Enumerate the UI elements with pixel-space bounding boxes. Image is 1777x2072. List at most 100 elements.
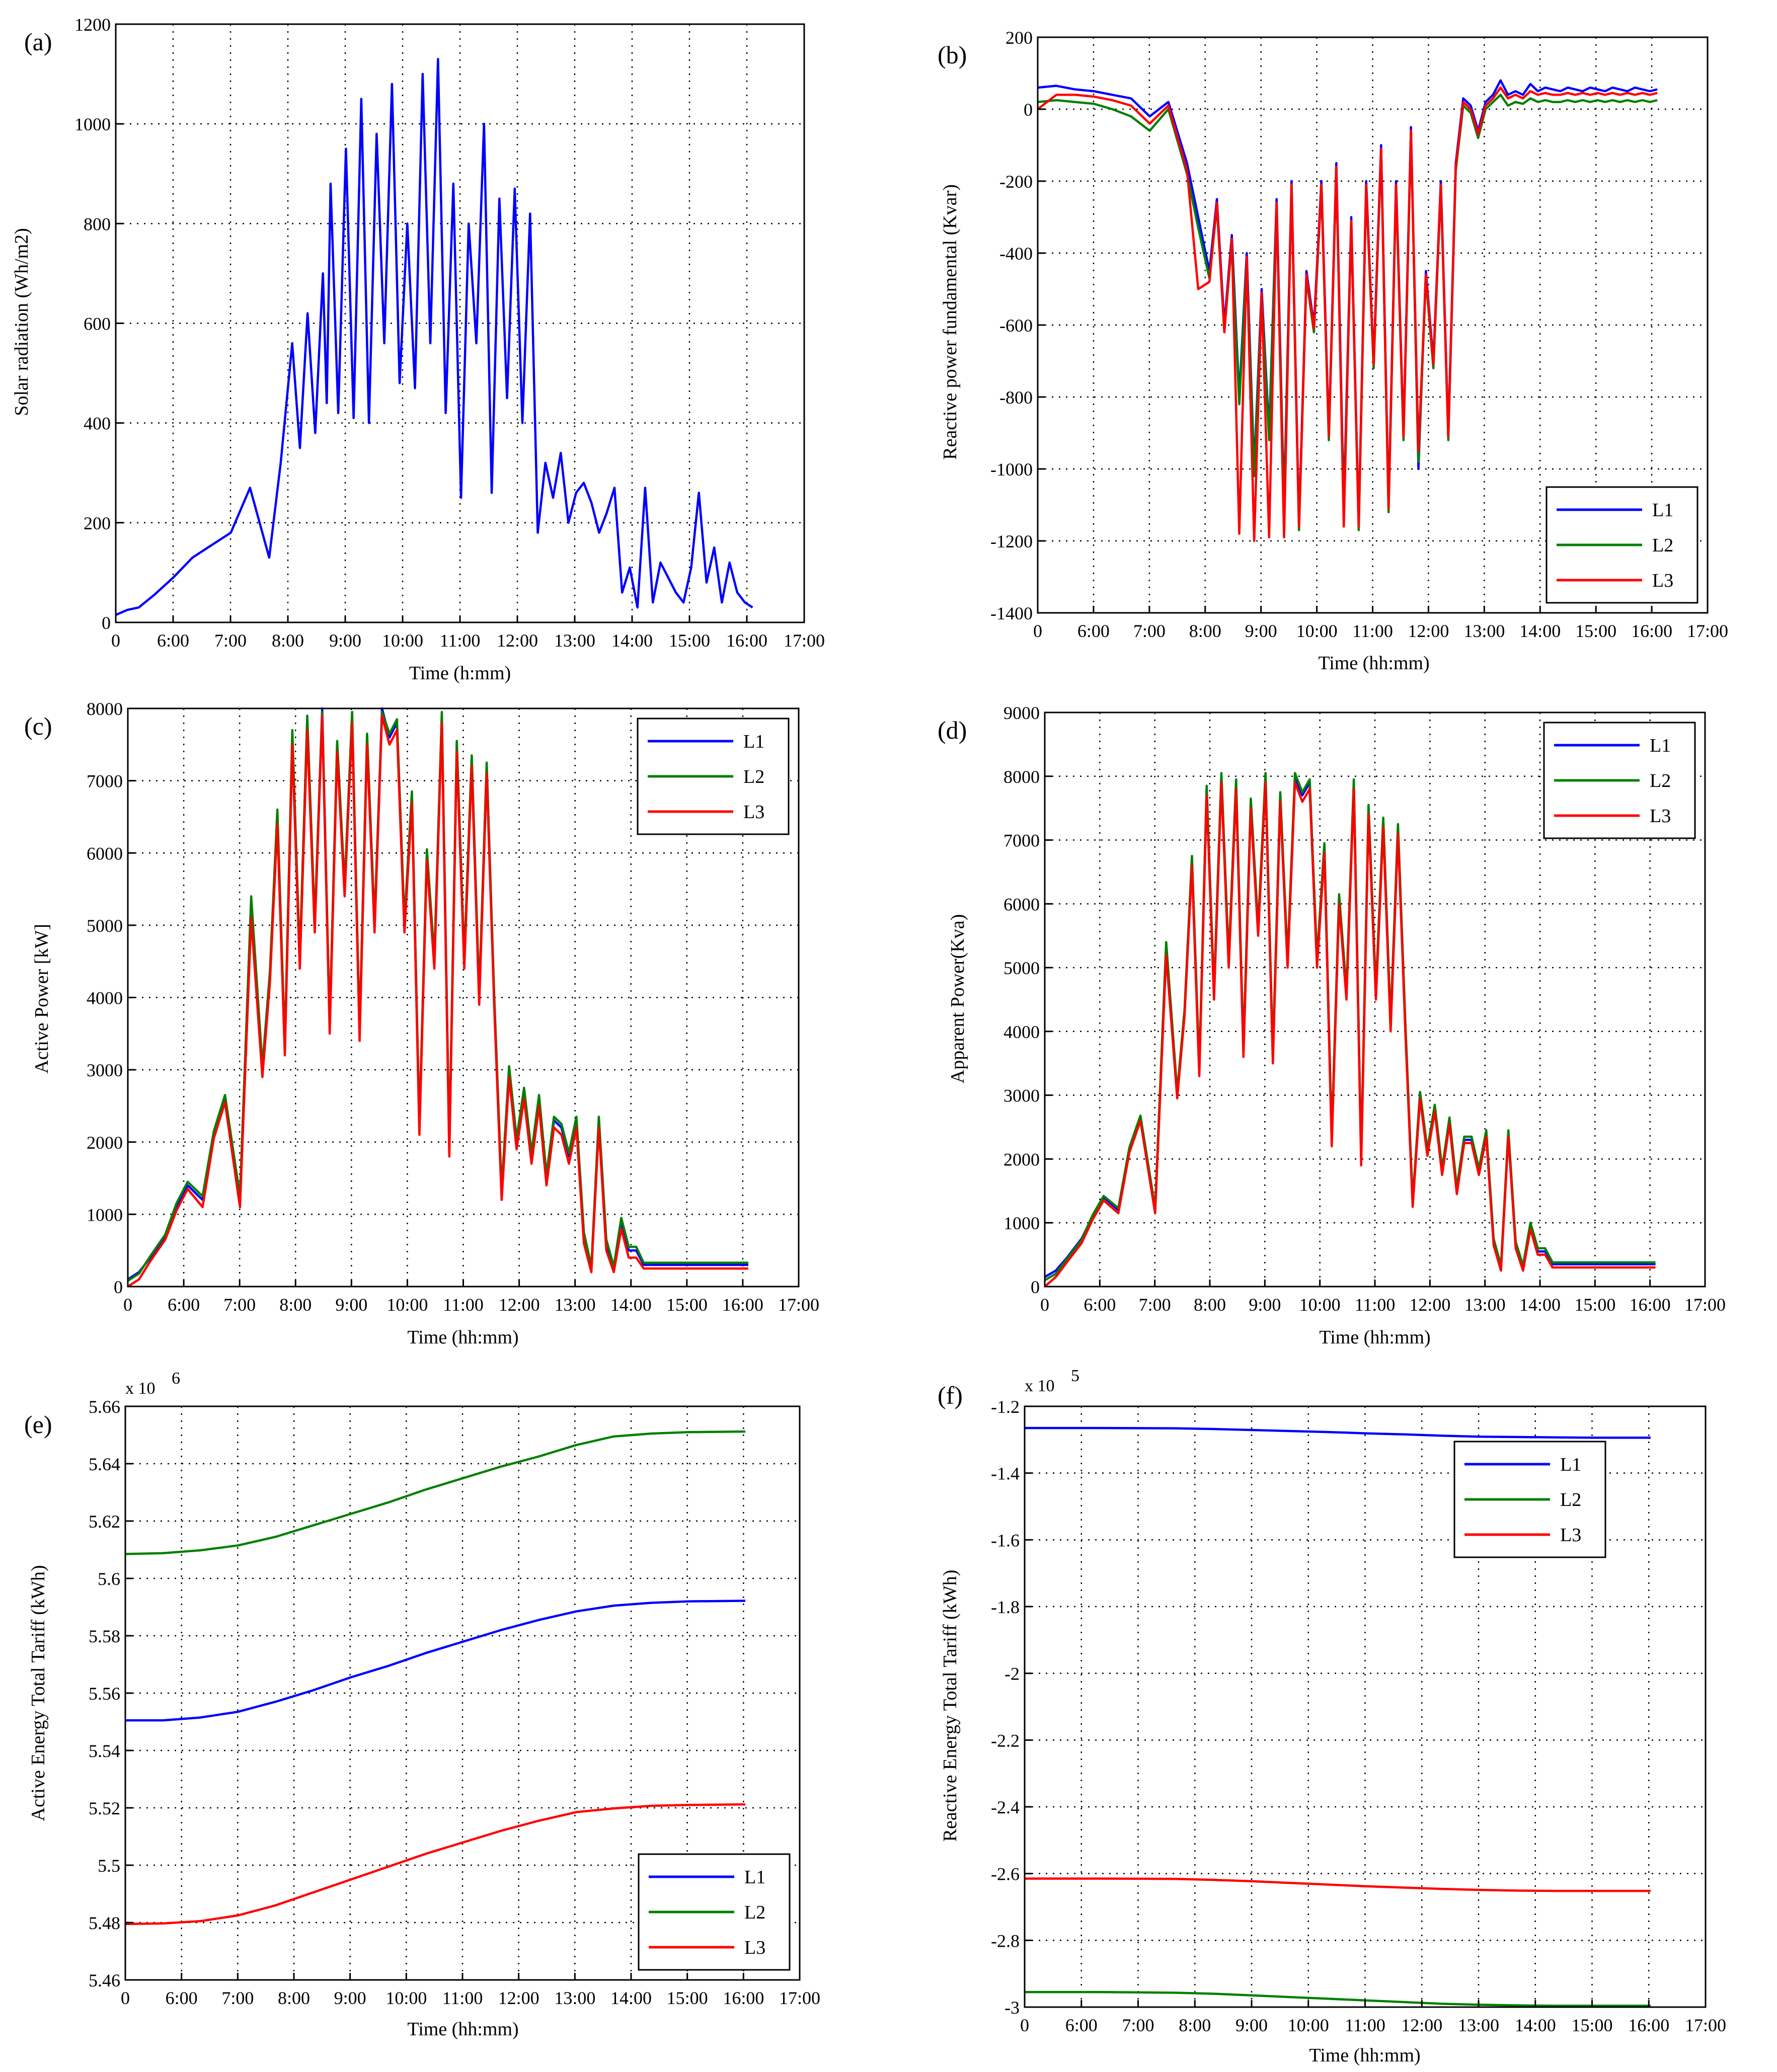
x-axis-label: Time (hh:mm) (1318, 653, 1429, 674)
legend-label: L3 (1650, 806, 1671, 827)
x-tick-label: 9:00 (334, 1988, 366, 2008)
y-tick-label: -2 (1005, 1664, 1020, 1684)
panel-2: 0 6:00 7:00 8:00 9:00 10:00 11:00 12:00 13:00 14:… (938, 28, 1728, 674)
x-tick-label: 15:00 (669, 630, 710, 651)
legend-label: L1 (1650, 735, 1671, 756)
x-tick-label: 11:00 (443, 1295, 484, 1315)
x-tick-label: 10:00 (1288, 2015, 1329, 2035)
x-tick-label: 9:00 (1245, 621, 1277, 641)
y-tick-label: 0 (114, 1277, 123, 1297)
y-tick-label: 200 (84, 513, 111, 533)
x-tick-label: 0 (1040, 1295, 1049, 1315)
y-tick-label: 9000 (1003, 703, 1040, 723)
panel-label: (f) (938, 1381, 963, 1409)
x-tick-label: 14:00 (1519, 621, 1561, 641)
panel-label: (a) (24, 28, 52, 56)
panel-5: 0 6:00 7:00 8:00 9:00 10:00 11:00 12:00 13:00 14:… (24, 1369, 820, 2040)
x-tick-label: 11:00 (442, 1988, 483, 2008)
y-tick-label: 4000 (1003, 1022, 1040, 1042)
x-tick-label: 17:00 (1685, 2015, 1726, 2035)
x-tick-label: 17:00 (779, 1988, 820, 2008)
legend: L1 L2 L3 (1546, 486, 1698, 604)
y-axis-label: Reactive power fundamental (Kvar) (940, 184, 961, 460)
x-tick-label: 16:00 (1630, 1295, 1671, 1315)
x-tick-label: 9:00 (335, 1295, 367, 1315)
y-tick-label: 5.64 (89, 1454, 120, 1474)
axis-exponent: 5 (1071, 1367, 1079, 1385)
x-tick-label: 12:00 (1408, 621, 1449, 641)
x-tick-label: 10:00 (387, 1295, 428, 1315)
series-line-l3 (1037, 86, 1658, 542)
y-tick-label: -1200 (990, 531, 1033, 551)
y-tick-label: -1.2 (991, 1397, 1020, 1417)
x-tick-label: 12:00 (1409, 1295, 1450, 1315)
legend-label: L3 (1560, 1525, 1581, 1546)
x-tick-label: 12:00 (499, 1295, 540, 1315)
series-line-l1 (1044, 775, 1656, 1278)
y-tick-label: -2.8 (991, 1931, 1020, 1951)
x-tick-label: 10:00 (1299, 1295, 1341, 1315)
y-tick-label: -2.6 (991, 1864, 1020, 1884)
x-tick-label: 14:00 (610, 1295, 652, 1315)
series-line-l1 (1037, 79, 1658, 524)
y-tick-label: 2000 (87, 1133, 123, 1153)
y-tick-label: 2000 (1003, 1149, 1040, 1169)
x-tick-label: 17:00 (1687, 621, 1728, 641)
series-line-solar-radiation (115, 58, 753, 616)
y-tick-label: -200 (999, 172, 1033, 192)
x-tick-label: 6:00 (168, 1295, 200, 1315)
panel-label: (c) (24, 712, 52, 740)
y-tick-label: 0 (102, 613, 111, 633)
legend-label: L2 (1652, 535, 1673, 556)
x-tick-label: 11:00 (440, 630, 481, 651)
x-tick-label: 8:00 (278, 1988, 310, 2008)
legend: L1 L2 L3 (638, 1853, 791, 1971)
series-line-l2 (125, 1430, 746, 1555)
x-tick-label: 8:00 (1189, 621, 1221, 641)
x-tick-label: 13:00 (555, 1295, 596, 1315)
x-tick-label: 16:00 (722, 1295, 763, 1315)
y-tick-label: 8000 (1003, 767, 1040, 787)
x-tick-label: 14:00 (1519, 1295, 1561, 1315)
y-tick-label: 5.62 (89, 1511, 120, 1532)
panel-label: (d) (938, 716, 967, 744)
x-tick-label: 14:00 (610, 1988, 652, 2008)
y-tick-label: 5.5 (98, 1856, 120, 1876)
y-tick-label: -3 (1005, 1998, 1020, 2018)
y-tick-label: 5000 (87, 916, 123, 936)
x-tick-label: 7:00 (1133, 621, 1166, 641)
x-tick-label: 15:00 (1571, 2015, 1612, 2035)
x-tick-label: 15:00 (1574, 1295, 1615, 1315)
legend-label: L2 (744, 1902, 765, 1923)
legend-label: L1 (1560, 1454, 1581, 1475)
series-line-l1 (1025, 1426, 1651, 1439)
y-tick-label: 5.46 (89, 1970, 120, 1990)
x-tick-label: 11:00 (1345, 2015, 1385, 2035)
legend: L1 L2 L3 (637, 718, 790, 835)
x-tick-label: 12:00 (498, 1988, 539, 2008)
y-axis-label: Apparent Power(Kva) (947, 914, 968, 1084)
x-tick-label: 6:00 (166, 1988, 198, 2008)
y-tick-label: 200 (1006, 28, 1033, 48)
y-tick-label: 1200 (74, 15, 111, 35)
x-tick-label: 16:00 (726, 630, 767, 651)
y-axis-label: Reactive Energy Total Tariff (kWh) (940, 1570, 961, 1842)
x-tick-label: 8:00 (1179, 2015, 1211, 2035)
y-tick-label: 5.52 (89, 1798, 120, 1818)
series-line-l1 (125, 1600, 746, 1722)
legend-label: L1 (744, 1867, 765, 1888)
y-tick-label: 400 (84, 414, 111, 434)
x-tick-label: 15:00 (1575, 621, 1616, 641)
y-tick-label: -1000 (990, 459, 1033, 480)
x-tick-label: 6:00 (1084, 1295, 1116, 1315)
x-tick-label: 17:00 (1684, 1295, 1726, 1315)
x-tick-label: 14:00 (1515, 2015, 1556, 2035)
y-tick-label: 600 (84, 314, 111, 334)
legend-label: L1 (743, 731, 764, 752)
x-tick-label: 17:00 (778, 1295, 819, 1315)
y-tick-label: 5000 (1003, 958, 1040, 978)
y-tick-label: -2.4 (991, 1797, 1020, 1817)
y-tick-label: 7000 (1003, 831, 1040, 851)
legend-label: L3 (1652, 570, 1673, 591)
